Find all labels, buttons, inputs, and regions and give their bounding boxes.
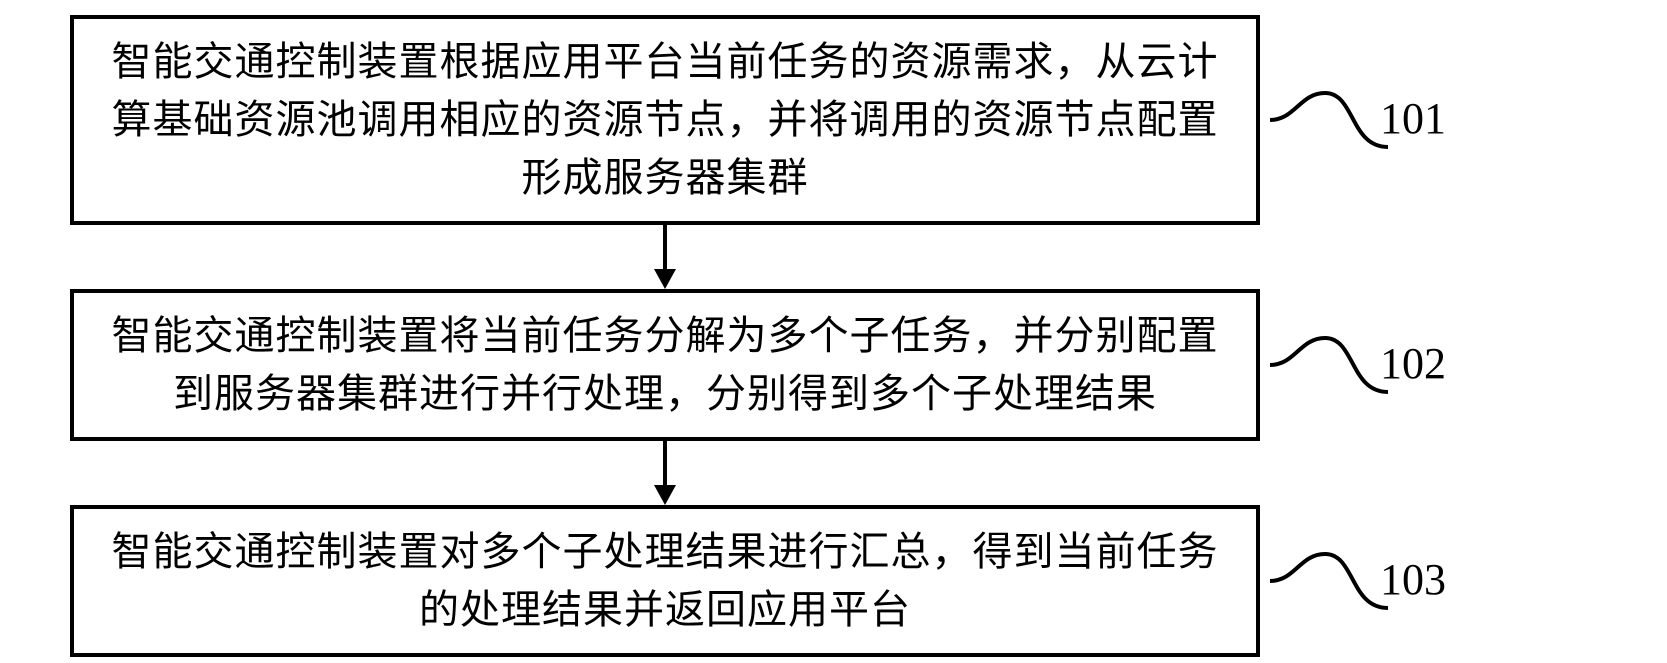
arrow-2 <box>70 441 1260 505</box>
flow-step-102: 智能交通控制装置将当前任务分解为多个子任务，并分别配置到服务器集群进行并行处理，… <box>70 289 1600 441</box>
step-label-103: 103 <box>1380 554 1446 605</box>
step-label-101: 101 <box>1380 93 1446 144</box>
connector-curve-101 <box>1270 85 1390 155</box>
connector-curve-103 <box>1270 546 1390 616</box>
step-label-102: 102 <box>1380 338 1446 389</box>
step-box-103: 智能交通控制装置对多个子处理结果进行汇总，得到当前任务的处理结果并返回应用平台 <box>70 505 1260 657</box>
step-text: 智能交通控制装置将当前任务分解为多个子任务，并分别配置到服务器集群进行并行处理，… <box>112 313 1219 416</box>
flow-step-101: 智能交通控制装置根据应用平台当前任务的资源需求，从云计算基础资源池调用相应的资源… <box>70 15 1600 225</box>
step-text: 智能交通控制装置根据应用平台当前任务的资源需求，从云计算基础资源池调用相应的资源… <box>112 39 1219 200</box>
connector-curve-102 <box>1270 330 1390 400</box>
flowchart: 智能交通控制装置根据应用平台当前任务的资源需求，从云计算基础资源池调用相应的资源… <box>70 15 1600 657</box>
arrow-1 <box>70 225 1260 289</box>
flow-step-103: 智能交通控制装置对多个子处理结果进行汇总，得到当前任务的处理结果并返回应用平台 … <box>70 505 1600 657</box>
step-text: 智能交通控制装置对多个子处理结果进行汇总，得到当前任务的处理结果并返回应用平台 <box>112 529 1219 632</box>
step-box-102: 智能交通控制装置将当前任务分解为多个子任务，并分别配置到服务器集群进行并行处理，… <box>70 289 1260 441</box>
step-box-101: 智能交通控制装置根据应用平台当前任务的资源需求，从云计算基础资源池调用相应的资源… <box>70 15 1260 225</box>
